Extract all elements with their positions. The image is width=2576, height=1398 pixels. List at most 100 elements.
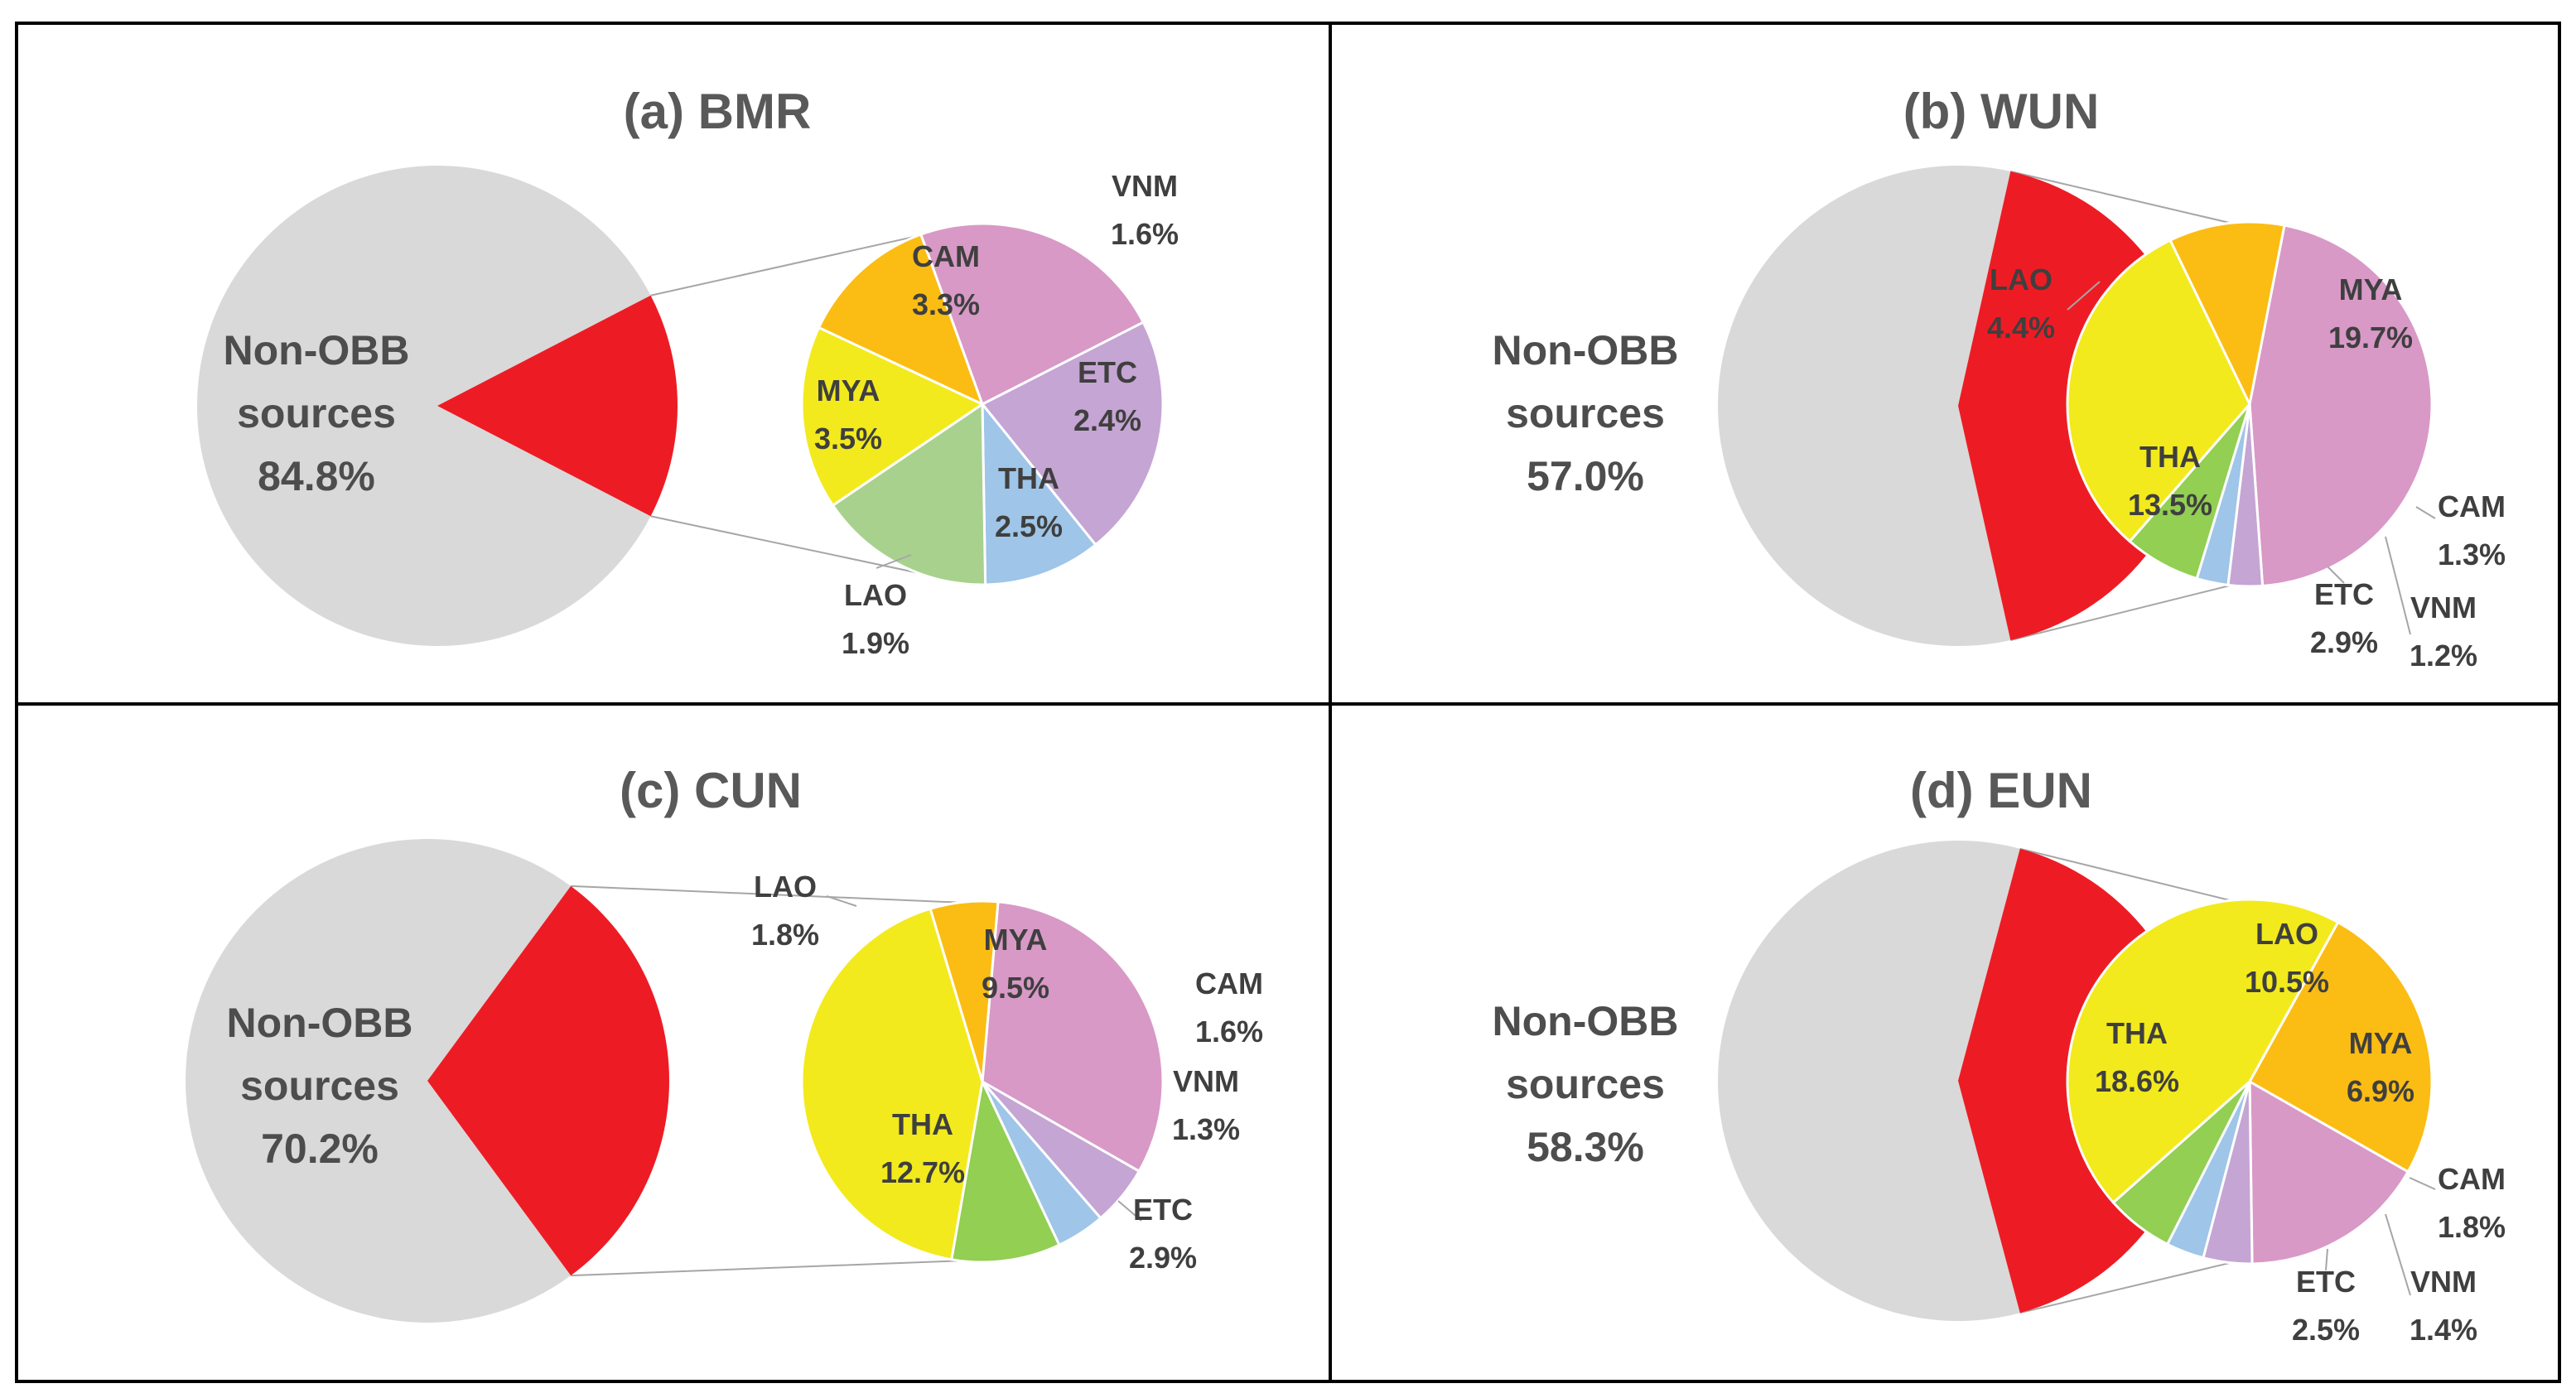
slice-value-mya: 9.5% xyxy=(982,971,1049,1005)
slice-label-vnm: VNM xyxy=(1173,1064,1239,1098)
slice-value-cam: 1.3% xyxy=(2438,538,2506,571)
main-label-value: 57.0% xyxy=(1527,453,1644,499)
slice-label-vnm: VNM xyxy=(2410,591,2477,624)
slice-value-lao: 1.9% xyxy=(842,626,909,660)
main-slice-non-obb xyxy=(197,165,651,646)
slice-value-etc: 2.5% xyxy=(2292,1313,2360,1347)
slice-label-vnm: VNM xyxy=(2410,1265,2477,1299)
leader-line xyxy=(876,554,912,569)
sub-slice-cam xyxy=(980,321,1165,547)
sub-slice-mya xyxy=(981,900,1165,1174)
leader-line xyxy=(2067,281,2101,311)
main-label-line-2: sources xyxy=(1506,390,1665,436)
slice-value-tha: 13.5% xyxy=(2128,488,2212,522)
connector-line xyxy=(2010,171,2234,224)
slice-value-vnm: 1.6% xyxy=(1111,217,1179,251)
panel-a-bmr: (a) BMR CAM 3.3% VNM 1.6% ETC 2.4% THA 2.5% LAO 1… xyxy=(15,22,1332,706)
slice-label-tha: THA xyxy=(892,1107,953,1141)
main-label-line-1: Non-OBB xyxy=(1493,327,1679,374)
slice-value-cam: 1.8% xyxy=(2438,1210,2506,1244)
leader-line xyxy=(2385,536,2411,635)
slice-value-vnm: 1.4% xyxy=(2410,1313,2477,1347)
slice-label-etc: ETC xyxy=(2314,577,2374,611)
sub-slice-lao xyxy=(929,899,1000,1082)
sub-slice-etc xyxy=(950,1077,1061,1264)
slice-value-cam: 3.3% xyxy=(912,287,980,321)
connector-line xyxy=(571,1260,967,1277)
sub-slice-mya xyxy=(2248,224,2434,588)
chart-title: (b) WUN xyxy=(1903,84,2100,139)
slice-value-lao: 4.4% xyxy=(1987,311,2055,345)
chart-title: (d) EUN xyxy=(1910,763,2092,818)
sub-slice-tha xyxy=(2066,898,2340,1205)
connector-line xyxy=(571,885,967,904)
slice-label-lao: LAO xyxy=(754,870,817,904)
slice-label-cam: CAM xyxy=(912,239,980,273)
sub-slice-vnm xyxy=(981,400,1097,586)
leader-line xyxy=(2409,1177,2436,1190)
sub-slice-lao xyxy=(817,233,985,407)
slice-value-etc: 2.9% xyxy=(2310,625,2378,659)
panel-d-eun: (d) EUN LAO 10.5% MYA 6.9% CAM 1.8% VNM 1.4% ETC… xyxy=(1329,702,2561,1383)
sub-slice-lao xyxy=(2247,920,2434,1174)
panel-b-wun: (b) WUN MYA 19.7% CAM 1.3% VNM 1.2% ETC 2.9% THA… xyxy=(1329,22,2561,706)
slice-label-etc: ETC xyxy=(1078,355,1137,389)
slice-label-cam: CAM xyxy=(2438,1162,2506,1196)
main-slice-non-obb xyxy=(1718,841,2020,1321)
slice-label-mya: MYA xyxy=(817,374,880,407)
main-label-line-2: sources xyxy=(1506,1061,1665,1107)
slice-label-lao: LAO xyxy=(2255,917,2318,951)
leader-line xyxy=(2415,506,2436,519)
slice-value-mya: 3.5% xyxy=(814,422,882,456)
connector-line xyxy=(2019,1261,2234,1314)
sub-slice-tha xyxy=(800,907,984,1261)
sub-slice-etc xyxy=(831,402,987,586)
main-label-line-1: Non-OBB xyxy=(227,1000,413,1046)
main-label-value: 70.2% xyxy=(261,1126,379,1172)
chart-title: (c) CUN xyxy=(620,763,802,818)
leader-line xyxy=(1117,1200,1142,1222)
connector-line xyxy=(2010,584,2234,641)
slice-value-mya: 19.7% xyxy=(2328,321,2413,354)
slice-value-mya: 6.9% xyxy=(2347,1074,2414,1108)
panel-c-cun: (c) CUN MYA 9.5% CAM 1.6% VNM 1.3% ETC 2.9% THA 1… xyxy=(15,702,1332,1383)
slice-label-mya: MYA xyxy=(984,923,1048,957)
slice-value-vnm: 1.3% xyxy=(1172,1112,1240,1146)
sub-slice-mya xyxy=(2248,1079,2410,1265)
sub-slice-tha xyxy=(2066,238,2251,543)
main-label-line-2: sources xyxy=(240,1063,399,1109)
leader-line xyxy=(2385,1213,2411,1296)
slice-label-vnm: VNM xyxy=(1112,169,1178,203)
sub-slice-mya xyxy=(919,222,1146,407)
main-slice-obb xyxy=(437,295,678,517)
main-slice-obb xyxy=(427,885,669,1276)
slice-label-cam: CAM xyxy=(2438,489,2506,523)
main-label-value: 58.3% xyxy=(1527,1124,1644,1170)
slice-value-lao: 1.8% xyxy=(751,918,819,952)
main-label-line-1: Non-OBB xyxy=(224,327,410,374)
slice-label-etc: ETC xyxy=(2296,1265,2356,1299)
slice-label-tha: THA xyxy=(998,461,1059,495)
chart-title: (a) BMR xyxy=(624,84,812,139)
leader-line xyxy=(2325,1248,2328,1271)
panel-frame xyxy=(1329,702,2561,1383)
main-slice-non-obb xyxy=(185,839,572,1323)
connector-line xyxy=(2019,847,2234,902)
slice-label-tha: THA xyxy=(2139,440,2201,474)
main-slice-non-obb xyxy=(1718,166,2011,647)
slice-value-tha: 2.5% xyxy=(995,509,1063,543)
slice-value-etc: 2.4% xyxy=(1073,403,1141,437)
slice-label-lao: LAO xyxy=(844,578,907,612)
slice-label-cam: CAM xyxy=(1195,967,1263,1000)
leader-line xyxy=(2327,566,2345,584)
slice-label-etc: ETC xyxy=(1133,1193,1193,1227)
slice-label-mya: MYA xyxy=(2349,1026,2413,1060)
sub-slice-lao xyxy=(2168,220,2286,408)
slice-value-tha: 18.6% xyxy=(2095,1064,2179,1098)
slice-value-tha: 12.7% xyxy=(880,1155,965,1189)
sub-slice-tha xyxy=(800,325,986,508)
main-label-value: 84.8% xyxy=(258,453,375,499)
slice-label-lao: LAO xyxy=(1990,263,2053,296)
slice-value-vnm: 1.2% xyxy=(2410,639,2477,672)
leader-line xyxy=(826,895,857,907)
